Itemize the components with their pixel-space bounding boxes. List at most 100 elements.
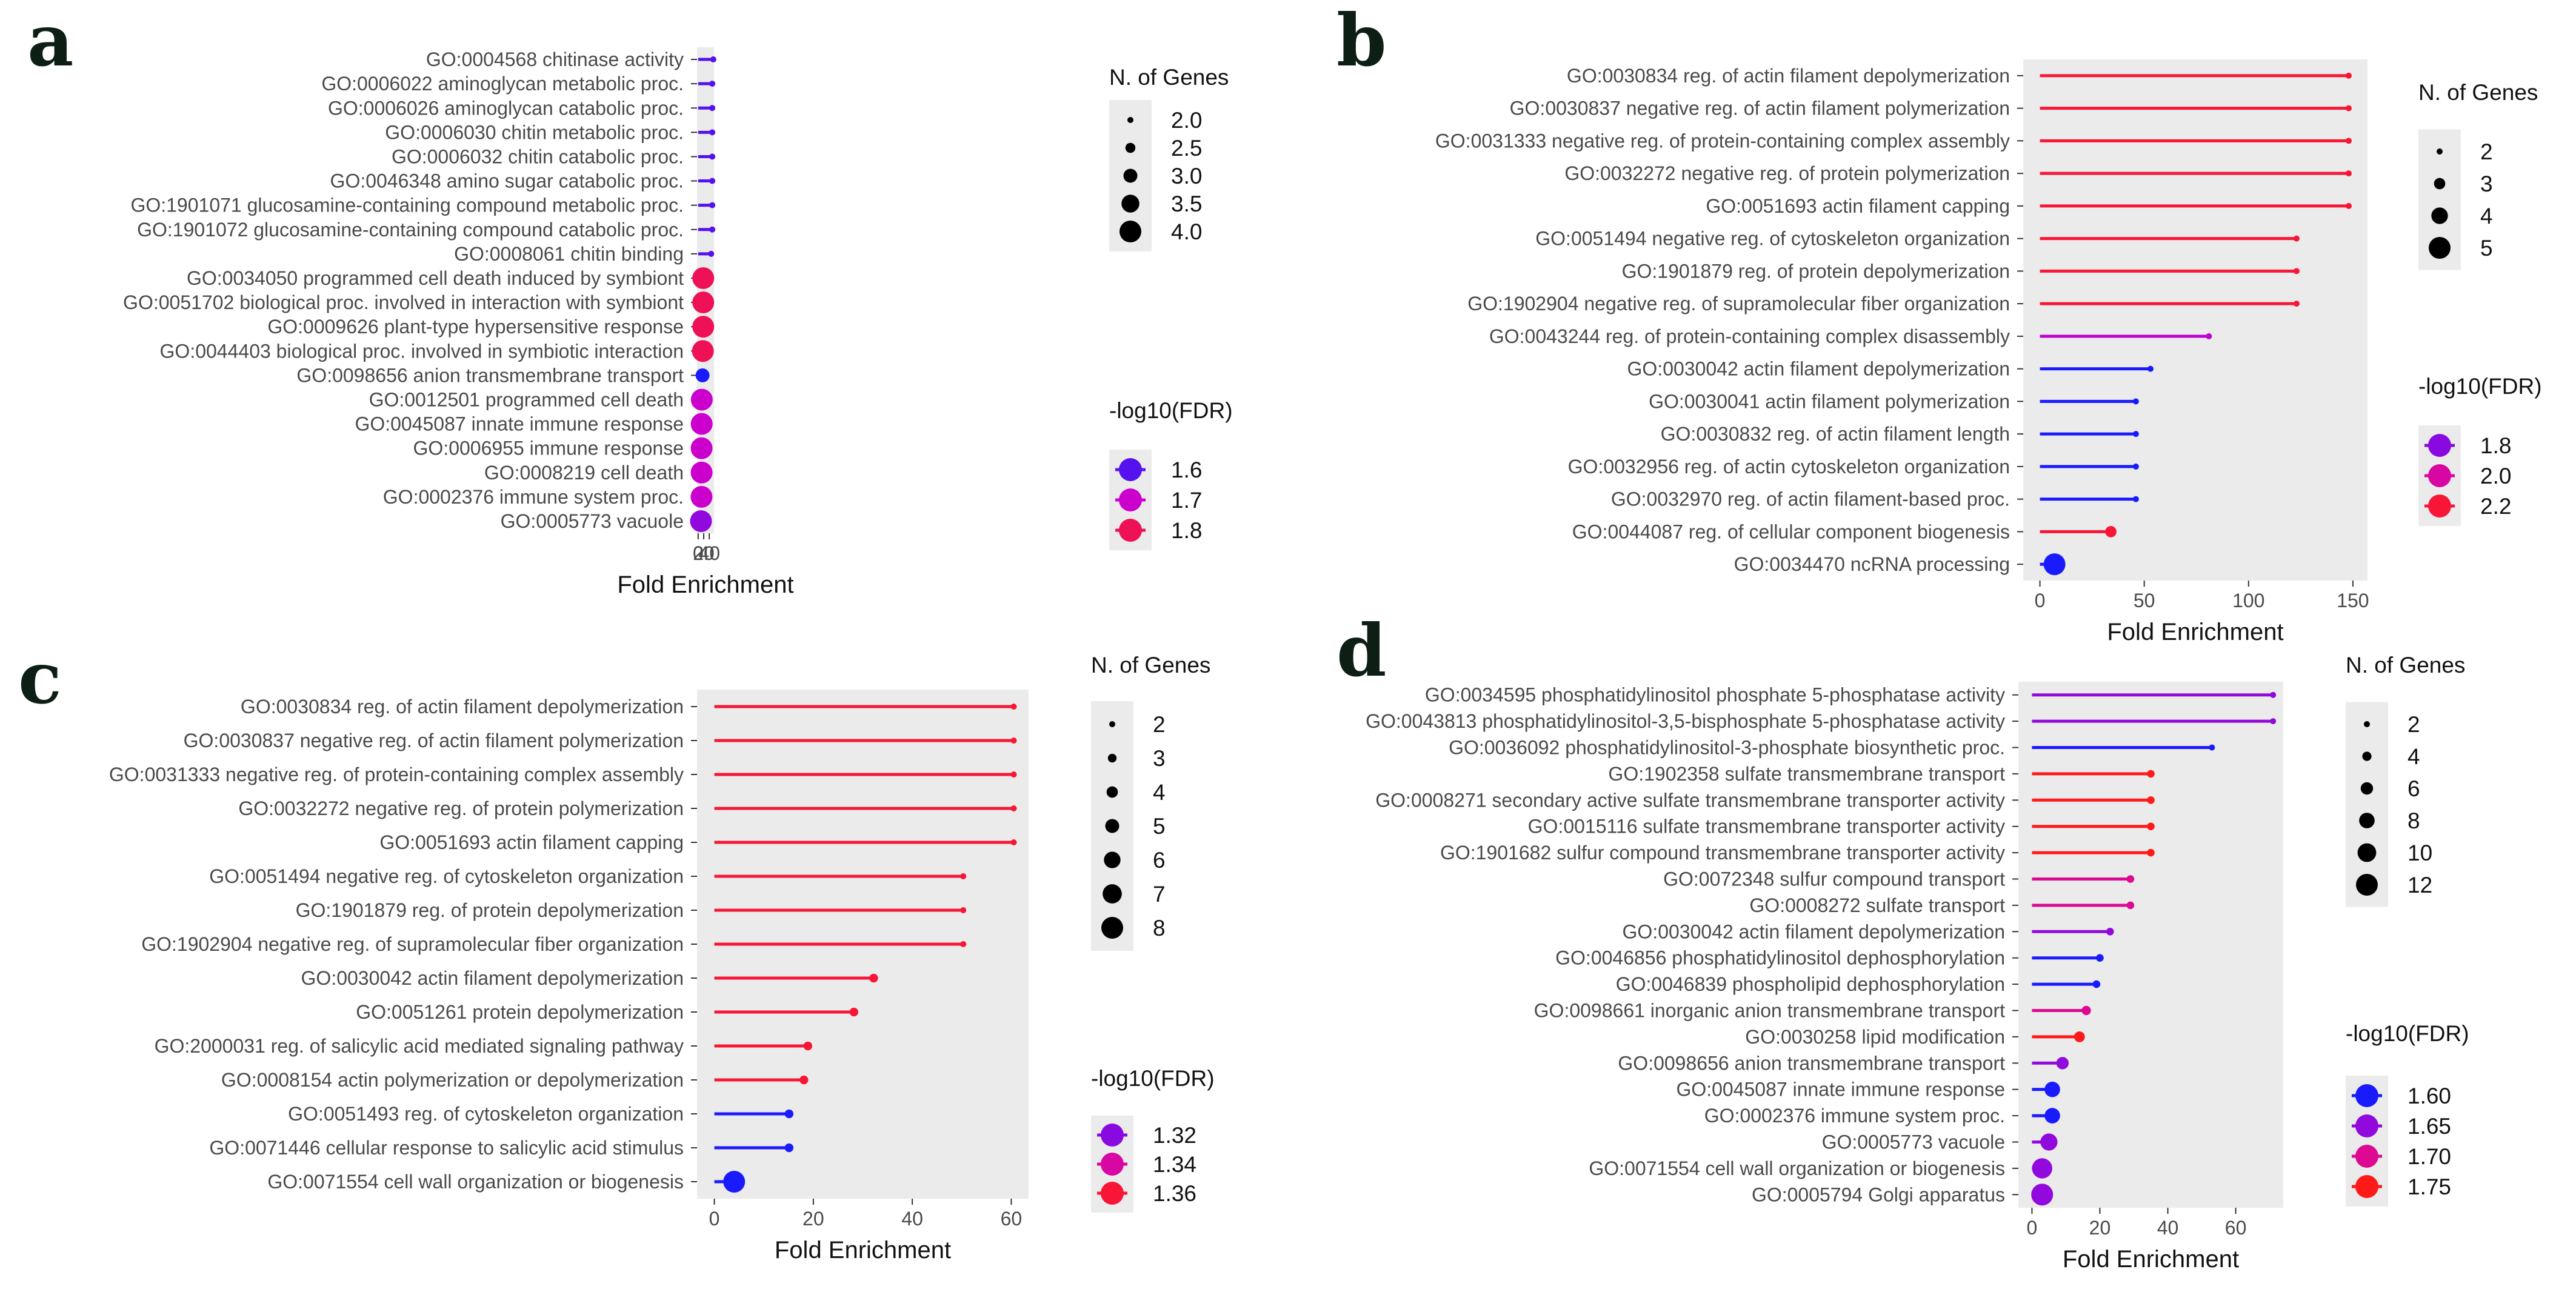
lollipop-point [692, 267, 715, 289]
size-legend-label: 3.5 [1171, 191, 1202, 216]
x-axis-title: Fold Enrichment [617, 571, 793, 598]
lollipop-point [2126, 901, 2135, 910]
term-label: GO:0034050 programmed cell death induced… [187, 267, 684, 289]
lollipop-point [2270, 691, 2277, 698]
term-label: GO:0008271 secondary active sulfate tran… [1375, 789, 2005, 811]
term-label: GO:1902904 negative reg. of supramolecul… [1467, 293, 2010, 315]
term-label: GO:0044403 biological proc. involved in … [160, 340, 684, 362]
color-legend-label: 1.6 [1171, 458, 1202, 482]
term-label: GO:0030042 actin filament depolymerizati… [1627, 358, 2010, 380]
term-label: GO:0008061 chitin binding [454, 243, 684, 265]
color-legend-title: -log10(FDR) [2346, 1021, 2469, 1046]
lollipop-point [803, 1041, 813, 1051]
x-tick-label: 0 [709, 1208, 720, 1230]
term-label: GO:0031333 negative reg. of protein-cont… [109, 764, 684, 785]
term-label: GO:0098656 anion transmembrane transport [296, 364, 684, 386]
term-label: GO:0036092 phosphatidylinositol-3-phosph… [1449, 737, 2005, 759]
panel-letter-b: b [1336, 0, 1387, 82]
size-legend-key [2346, 702, 2388, 907]
lollipop-point [2040, 1133, 2058, 1151]
term-label: GO:0071554 cell wall organization or bio… [267, 1171, 684, 1193]
size-legend-dot [2357, 843, 2377, 862]
lollipop-point [2056, 1057, 2069, 1070]
lollipop-point [2346, 170, 2352, 177]
term-label: GO:0032272 negative reg. of protein poly… [238, 798, 684, 819]
x-axis-title: Fold Enrichment [775, 1237, 951, 1264]
term-label: GO:0098656 anion transmembrane transport [1618, 1052, 2005, 1074]
panel-b: 0 50 100 150 Fold Enrichment GO:0030834 reg. … [1435, 59, 2542, 645]
panel-d: 0 20 40 60 Fold Enrichment GO:0034595 phospha… [1366, 653, 2469, 1273]
size-legend-label: 4 [2407, 744, 2420, 769]
lollipop-point [2132, 431, 2139, 438]
lollipop-point [690, 413, 713, 435]
lollipop-point [2096, 954, 2104, 962]
size-legend-dot [1109, 721, 1115, 727]
lollipop-point [2044, 1081, 2060, 1097]
lollipop-point [2346, 202, 2352, 209]
lollipop-point [2044, 1108, 2060, 1124]
term-label: GO:0032970 reg. of actin filament-based … [1611, 488, 2010, 510]
term-label: GO:0034470 ncRNA processing [1734, 553, 2010, 575]
lollipop-point [2293, 235, 2300, 242]
term-label: GO:0098661 inorganic anion transmembrane… [1534, 1000, 2005, 1022]
lollipop-point [710, 56, 716, 63]
term-label: GO:0030834 reg. of actin filament depoly… [1567, 65, 2010, 87]
term-label: GO:0009626 plant-type hypersensitive res… [267, 316, 684, 338]
plot-background [697, 47, 714, 533]
size-legend-dot [1101, 917, 1123, 939]
term-label: GO:0045087 innate immune response [355, 413, 684, 435]
size-legend-label: 6 [2407, 776, 2420, 801]
term-label: GO:0030834 reg. of actin filament depoly… [241, 696, 684, 718]
term-label: GO:0006032 chitin catabolic proc. [392, 145, 684, 167]
term-label: GO:0008154 actin polymerization or depol… [221, 1069, 684, 1091]
x-tick-label: 20 [693, 542, 715, 564]
term-label: GO:1902904 negative reg. of supramolecul… [141, 933, 684, 955]
size-legend-dot [2362, 751, 2372, 761]
term-label: GO:1901879 reg. of protein depolymerizat… [296, 899, 684, 921]
lollipop-point [690, 461, 713, 484]
term-label: GO:1901072 glucosamine-containing compou… [137, 219, 684, 241]
size-legend-label: 2 [2480, 139, 2493, 164]
lollipop-point [2346, 138, 2352, 144]
lollipop-point [869, 973, 878, 983]
panel-letter-c: c [18, 636, 62, 720]
x-tick-label: 60 [2225, 1217, 2247, 1239]
lollipop-point [709, 153, 716, 160]
term-label: GO:0002376 immune system proc. [383, 486, 684, 508]
term-label: GO:0006022 aminoglycan metabolic proc. [321, 73, 684, 95]
term-label: GO:0045087 innate immune response [1676, 1079, 2005, 1101]
color-legend-label: 1.7 [1171, 488, 1202, 513]
term-label: GO:0051493 reg. of cytoskeleton organiza… [288, 1103, 684, 1125]
size-legend-label: 12 [2407, 873, 2432, 897]
lollipop-point [2147, 770, 2155, 778]
lollipop-point [2106, 928, 2114, 936]
size-legend-dot [1125, 142, 1136, 153]
term-label: GO:0008272 sulfate transport [1749, 894, 2005, 916]
term-label: GO:1901071 glucosamine-containing compou… [130, 195, 684, 216]
term-label: GO:0005773 vacuole [501, 510, 684, 532]
lollipop-point [2132, 463, 2139, 470]
term-label: GO:0015116 sulfate transmembrane transpo… [1528, 816, 2005, 837]
term-label: GO:0046348 amino sugar catabolic proc. [330, 170, 684, 192]
color-legend-label: 1.70 [2407, 1144, 2451, 1169]
lollipop-point [723, 1171, 746, 1193]
size-legend-label: 5 [1153, 814, 1166, 839]
size-legend-dot [1105, 819, 1119, 833]
lollipop-point [2031, 1184, 2054, 1206]
lollipop-point [1010, 771, 1017, 778]
size-legend-label: 2.0 [1171, 108, 1202, 133]
lollipop-point [708, 250, 715, 257]
color-legend-label: 1.36 [1153, 1181, 1196, 1206]
x-tick-label: 150 [2337, 590, 2369, 611]
term-label: GO:0051702 biological proc. involved in … [123, 291, 684, 313]
lollipop-point [2209, 744, 2215, 751]
lollipop-point [960, 907, 967, 913]
size-legend-label: 2 [1153, 712, 1166, 737]
term-label: GO:0008219 cell death [484, 462, 684, 484]
lollipop-point [2081, 1005, 2091, 1016]
x-axis-title: Fold Enrichment [2063, 1246, 2239, 1273]
term-label: GO:0030837 negative reg. of actin filame… [1510, 98, 2010, 119]
size-legend-label: 2.5 [1171, 136, 1202, 161]
lollipop-point [849, 1007, 858, 1017]
